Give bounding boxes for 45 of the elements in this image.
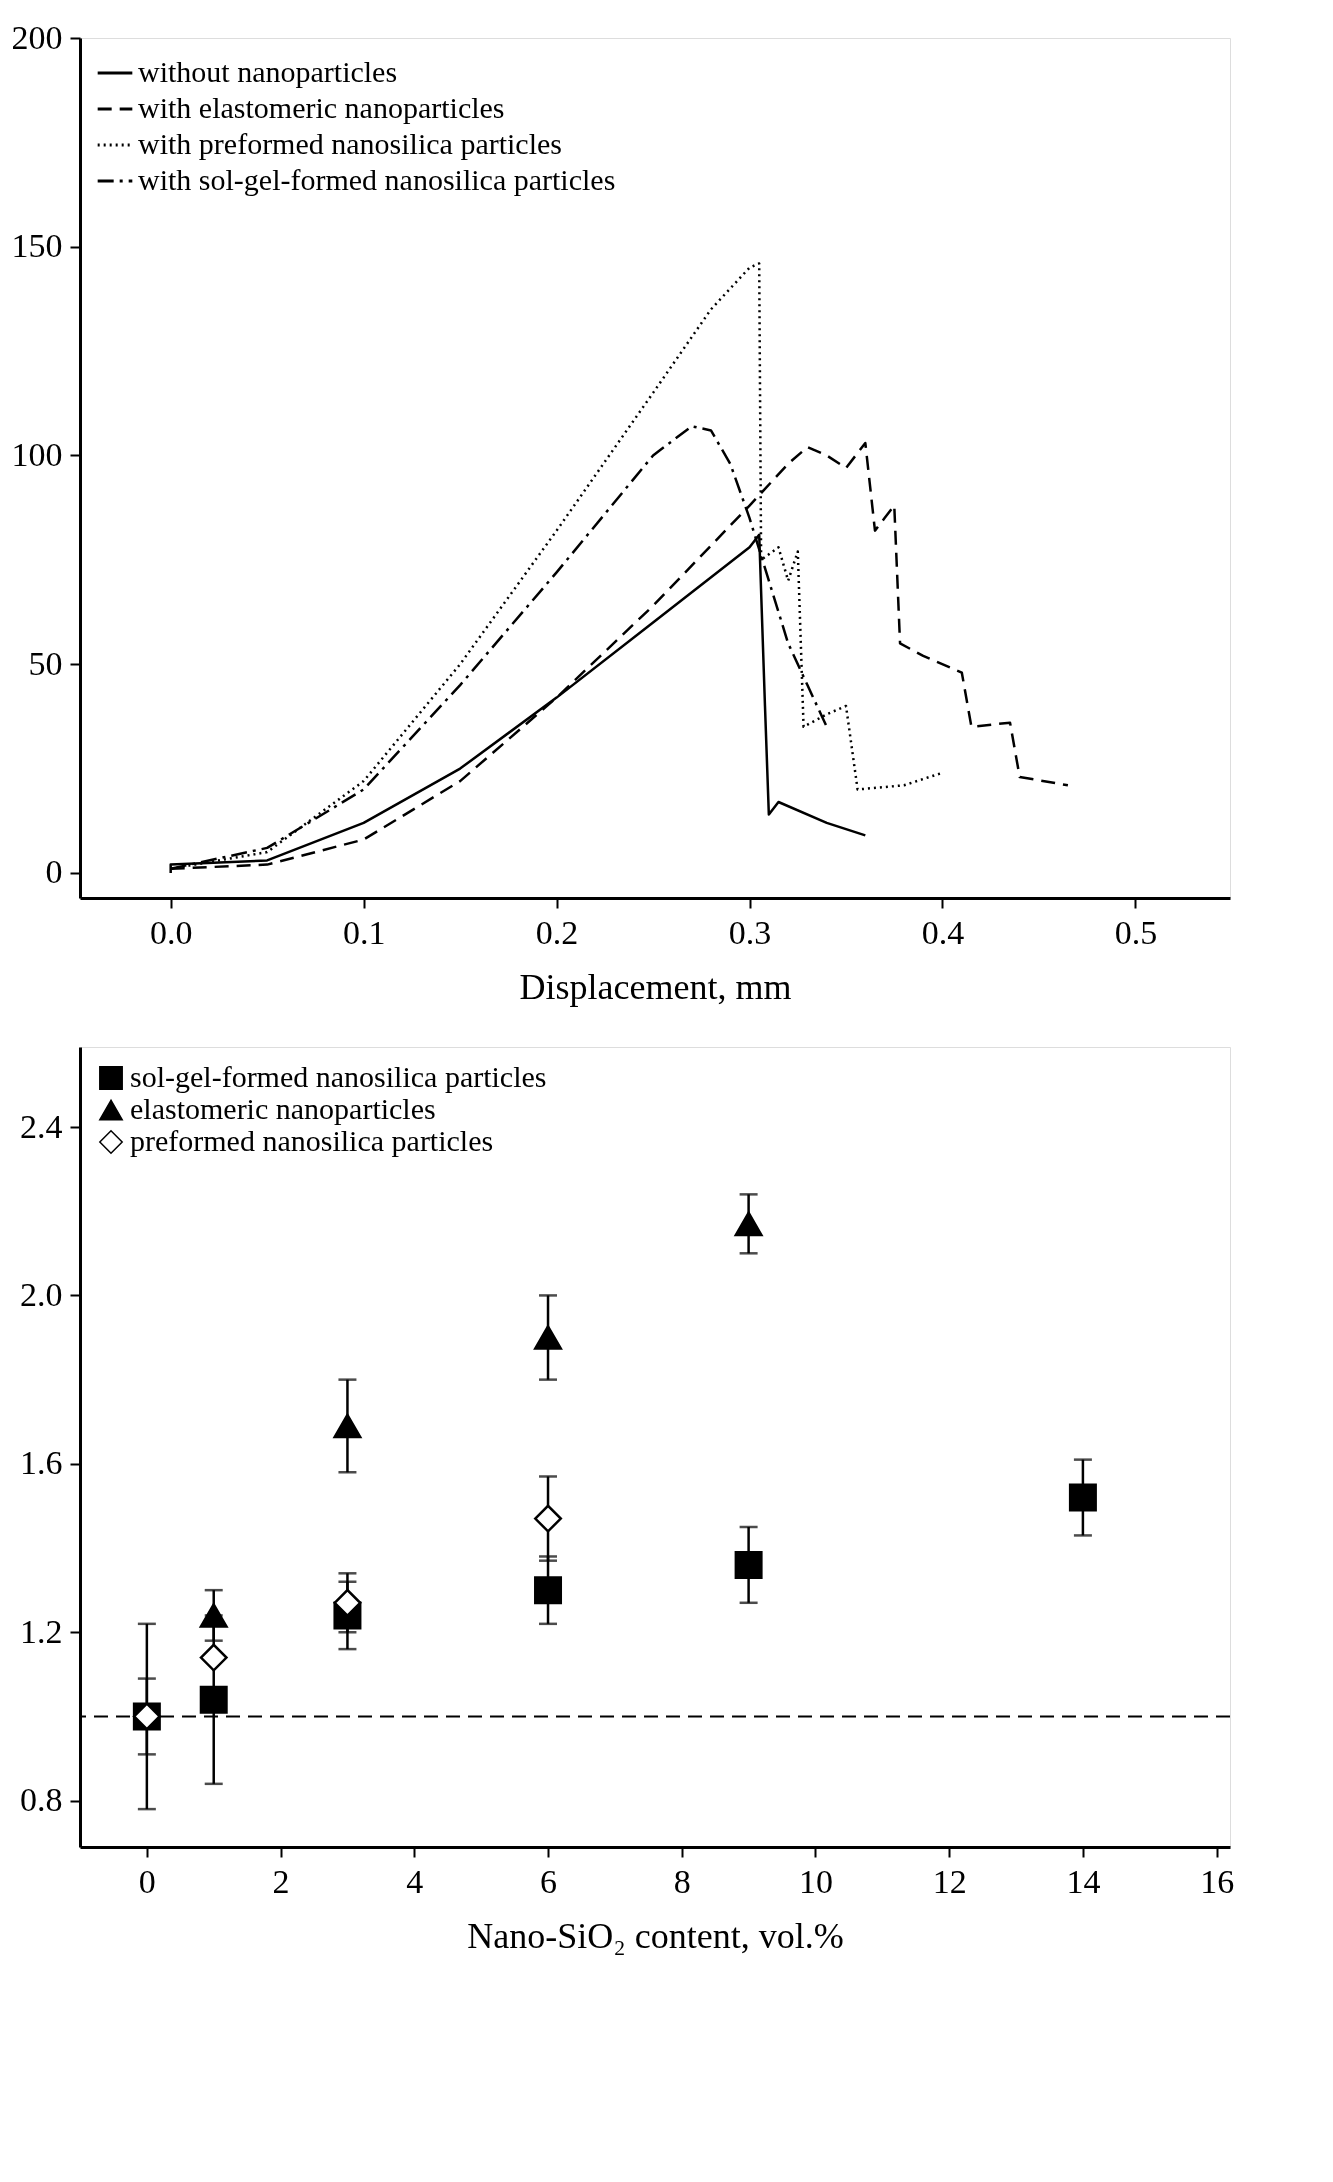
- x-tick-label: 14: [1066, 1862, 1101, 1900]
- legend-label: elastomeric nanoparticles: [130, 1092, 436, 1125]
- y-tick-label: 0.8: [20, 1781, 63, 1819]
- point: [199, 1685, 228, 1714]
- point: [534, 1325, 563, 1350]
- point: [333, 1413, 362, 1439]
- y-tick-label: 50: [28, 644, 63, 682]
- y-tick-label: 200: [11, 18, 63, 56]
- x-tick-label: 0.1: [342, 913, 386, 951]
- point: [199, 1603, 228, 1628]
- x-tick-label: 4: [406, 1862, 424, 1900]
- x-tick-label: 0.5: [1114, 913, 1158, 951]
- y-tick-label: 100: [11, 435, 63, 473]
- x-tick-label: 8: [673, 1862, 691, 1900]
- legend-label: with sol-gel-formed nanosilica particles: [138, 163, 616, 196]
- y-tick-label: 150: [11, 227, 63, 265]
- x-tick-label: 0.3: [728, 913, 772, 951]
- x-tick-label: 0.2: [535, 913, 579, 951]
- y-tick-label: 1.2: [20, 1612, 63, 1650]
- point: [534, 1576, 563, 1605]
- point: [333, 1588, 362, 1617]
- legend-label: without nanoparticles: [138, 55, 398, 88]
- point: [199, 1643, 228, 1672]
- legend-label: sol-gel-formed nanosilica particles: [130, 1060, 547, 1093]
- legend-label: with preformed nanosilica particles: [138, 127, 563, 160]
- legend-label: preformed nanosilica particles: [130, 1124, 494, 1157]
- y-tick-label: 1.6: [20, 1444, 63, 1482]
- point: [734, 1211, 763, 1237]
- x-tick-label: 2: [272, 1862, 290, 1900]
- y-tick-label: 2.0: [20, 1275, 63, 1313]
- x-tick-label: 6: [540, 1862, 558, 1900]
- legend-label: with elastomeric nanoparticles: [138, 91, 505, 124]
- point: [1068, 1483, 1097, 1512]
- y-tick-label: 0: [45, 853, 63, 891]
- x-tick-label: 10: [798, 1862, 833, 1900]
- x-tick-label: 16: [1200, 1862, 1235, 1900]
- y-tick-label: 2.4: [20, 1107, 63, 1145]
- x-tick-label: 0: [138, 1862, 156, 1900]
- x-axis-title: Nano-SiO₂ content, vol.%: [467, 1915, 844, 1956]
- x-tick-label: 12: [932, 1862, 967, 1900]
- x-axis-title: Displacement, mm: [519, 966, 792, 1007]
- x-tick-label: 0.0: [149, 913, 193, 951]
- point: [534, 1504, 563, 1533]
- point: [734, 1550, 763, 1579]
- x-tick-label: 0.4: [921, 913, 965, 951]
